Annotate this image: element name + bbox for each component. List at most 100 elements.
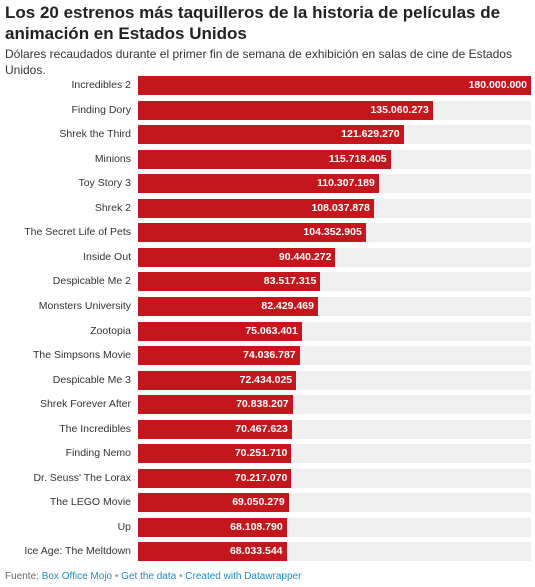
bar-track: 68.033.544	[138, 542, 531, 562]
bar-track: 90.440.272	[138, 247, 531, 267]
category-label: Finding Nemo	[65, 447, 131, 460]
category-label: Incredibles 2	[71, 79, 131, 91]
category-label: Monsters University	[38, 299, 131, 312]
category-label: Minions	[94, 152, 131, 165]
bar-track: 72.434.025	[138, 370, 531, 390]
category-label: Shrek 2	[94, 201, 131, 214]
category-label: Ice Age: The Meltdown	[24, 545, 131, 558]
bar-row: The Incredibles 70.467.623	[0, 419, 535, 439]
category-label: The Incredibles	[59, 422, 131, 435]
bar: 74.036.787	[138, 346, 300, 366]
bar-track: 75.063.401	[138, 321, 531, 341]
bar: 75.063.401	[138, 321, 302, 341]
bar-track: 83.517.315	[138, 272, 531, 292]
bar: 110.307.189	[138, 174, 379, 194]
bar: 72.434.025	[138, 370, 297, 390]
bar-row: Dr. Seuss' The Lorax 70.217.070	[0, 468, 535, 488]
value-label: 115.718.405	[328, 152, 387, 165]
category-label: Dr. Seuss' The Lorax	[33, 471, 131, 484]
value-label: 69.050.279	[232, 496, 285, 509]
value-label: 74.036.787	[243, 349, 296, 362]
bar-track: 69.050.279	[138, 493, 531, 513]
bar: 70.251.710	[138, 444, 292, 464]
footer-separator: •	[176, 571, 186, 582]
value-label: 70.467.623	[235, 422, 288, 435]
value-label: 108.037.878	[311, 201, 370, 214]
value-label: 121.629.270	[341, 128, 400, 141]
bar: 83.517.315	[138, 272, 321, 292]
bar-row: Finding Dory 135.060.273	[0, 100, 535, 120]
bar-row: Despicable Me 2 83.517.315	[0, 271, 535, 292]
bar: 180.000.000	[138, 76, 531, 95]
bar: 68.033.544	[138, 542, 287, 562]
bar-row: Inside Out 90.440.272	[0, 247, 535, 267]
category-label: Despicable Me 2	[52, 275, 131, 288]
bar-track: 135.060.273	[138, 100, 531, 120]
bar-track: 121.629.270	[138, 125, 531, 145]
bar-track: 70.217.070	[138, 468, 531, 488]
bar-track: 74.036.787	[138, 346, 531, 366]
category-label: Despicable Me 3	[52, 373, 131, 386]
bar-track: 68.108.790	[138, 517, 531, 537]
bar: 68.108.790	[138, 517, 287, 537]
chart-title: Los 20 estrenos más taquilleros de la hi…	[5, 3, 501, 43]
category-label: Up	[117, 520, 131, 533]
bar-track: 110.307.189	[138, 174, 531, 194]
value-label: 68.033.544	[229, 545, 283, 558]
bar-row: Ice Age: The Meltdown 68.033.544	[0, 541, 535, 562]
bar-track: 104.352.905	[138, 223, 531, 243]
value-label: 72.434.025	[239, 373, 293, 386]
category-label: Finding Dory	[71, 103, 131, 116]
bar: 108.037.878	[138, 198, 374, 218]
bar-chart: Incredibles 2 180.000.000 Finding Dory 135.…	[0, 75, 535, 565]
bar-row: The LEGO Movie 69.050.279	[0, 492, 535, 513]
value-label: 82.429.469	[261, 299, 314, 312]
value-label: 104.352.905	[303, 226, 362, 239]
value-label: 68.108.790	[230, 520, 283, 533]
bar-row: Shrek the Third 121.629.270	[0, 124, 535, 145]
category-label: The Simpsons Movie	[32, 349, 131, 362]
category-label: Inside Out	[83, 250, 131, 263]
chart-subtitle: Dólares recaudados durante el primer fin…	[5, 47, 512, 77]
value-label: 83.517.315	[263, 275, 317, 288]
value-label: 75.063.401	[245, 324, 298, 337]
source-label: Fuente:	[5, 571, 42, 582]
category-label: Zootopia	[90, 324, 131, 337]
category-label: The Secret Life of Pets	[24, 226, 131, 239]
bar-track: 70.251.710	[138, 444, 531, 464]
bar-row: Shrek Forever After 70.838.207	[0, 394, 535, 415]
bar: 121.629.270	[138, 125, 404, 145]
category-label: The LEGO Movie	[49, 496, 131, 509]
bar-track: 115.718.405	[138, 149, 531, 169]
get-data-link[interactable]: Get the data	[121, 571, 177, 582]
bar-track: 180.000.000	[138, 76, 531, 95]
value-label: 110.307.189	[317, 177, 375, 190]
bar-row: Monsters University 82.429.469	[0, 296, 535, 316]
bar-row: Incredibles 2 180.000.000	[0, 75, 535, 95]
bar-row: Toy Story 3 110.307.189	[0, 173, 535, 194]
bar-row: The Secret Life of Pets 104.352.905	[0, 222, 535, 243]
value-label: 70.217.070	[234, 471, 288, 484]
value-label: 180.000.000	[468, 79, 527, 91]
category-label: Toy Story 3	[78, 177, 131, 190]
bar-row: Shrek 2 108.037.878	[0, 198, 535, 218]
bar: 104.352.905	[138, 223, 366, 243]
bar-row: Zootopia 75.063.401	[0, 321, 535, 341]
category-label: Shrek the Third	[59, 128, 131, 141]
bar: 70.217.070	[138, 468, 292, 488]
chart-footer: Fuente: Box Office Mojo • Get the data •…	[5, 571, 301, 583]
bar-track: 108.037.878	[138, 198, 531, 218]
bar-row: Despicable Me 3 72.434.025	[0, 370, 535, 390]
bar: 115.718.405	[138, 149, 391, 169]
bar: 70.467.623	[138, 419, 292, 439]
bar-row: Minions 115.718.405	[0, 149, 535, 169]
bar-track: 70.838.207	[138, 395, 531, 415]
bar: 69.050.279	[138, 493, 289, 513]
bar: 90.440.272	[138, 247, 336, 267]
source-link[interactable]: Box Office Mojo	[41, 571, 113, 582]
bar: 135.060.273	[138, 100, 433, 120]
datawrapper-link[interactable]: Created with Datawrapper	[185, 571, 302, 582]
bar: 82.429.469	[138, 296, 318, 316]
category-label: Shrek Forever After	[39, 398, 131, 411]
